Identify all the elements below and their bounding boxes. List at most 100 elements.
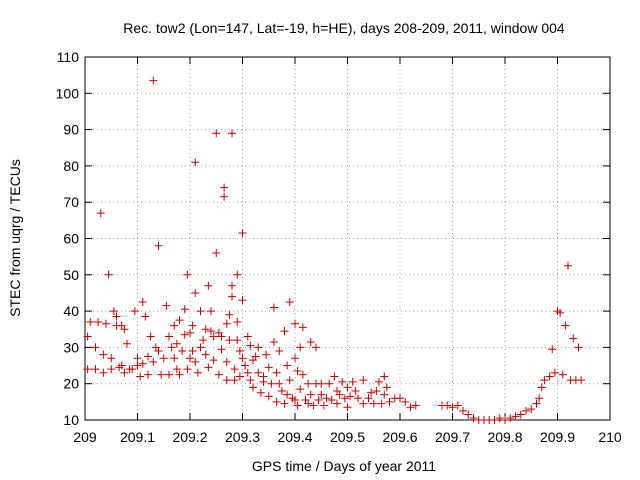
data-point bbox=[222, 357, 231, 366]
data-point bbox=[233, 270, 242, 279]
data-point bbox=[251, 352, 260, 361]
data-point bbox=[367, 388, 376, 397]
data-point bbox=[144, 352, 152, 361]
data-point bbox=[382, 383, 391, 392]
data-point bbox=[136, 372, 145, 381]
data-point bbox=[330, 372, 339, 381]
y-tick-label: 50 bbox=[63, 267, 79, 283]
data-point bbox=[91, 365, 100, 374]
data-point bbox=[235, 372, 244, 381]
data-point bbox=[191, 288, 200, 297]
data-points bbox=[83, 76, 586, 424]
x-axis-label: GPS time / Days of year 2011 bbox=[252, 458, 436, 474]
data-point bbox=[264, 392, 273, 401]
y-axis-label: STEC from uqrg / TECUs bbox=[7, 159, 23, 317]
data-point bbox=[154, 347, 163, 356]
data-point bbox=[230, 365, 239, 374]
y-tick-label: 100 bbox=[56, 85, 80, 101]
data-point bbox=[133, 354, 142, 363]
data-point bbox=[532, 399, 541, 408]
data-point bbox=[180, 330, 189, 339]
data-point bbox=[348, 377, 357, 386]
data-point bbox=[172, 365, 181, 374]
x-tick-label: 209.3 bbox=[225, 429, 260, 445]
data-point bbox=[351, 386, 360, 395]
data-point bbox=[246, 341, 255, 350]
data-point bbox=[312, 343, 320, 352]
x-tick-label: 209.8 bbox=[487, 429, 522, 445]
data-point bbox=[209, 356, 218, 365]
data-point bbox=[327, 396, 336, 405]
data-point bbox=[228, 129, 236, 138]
y-tick-label: 40 bbox=[63, 303, 79, 319]
data-point bbox=[254, 343, 263, 352]
data-point bbox=[120, 368, 129, 377]
data-point bbox=[199, 336, 208, 345]
data-point bbox=[175, 316, 184, 325]
data-point bbox=[167, 343, 176, 352]
data-point bbox=[183, 270, 192, 279]
data-point bbox=[259, 377, 268, 386]
data-point bbox=[201, 350, 210, 359]
data-point bbox=[550, 368, 559, 377]
data-point bbox=[359, 376, 368, 385]
y-tick-label: 10 bbox=[63, 412, 79, 428]
x-tick-label: 209.6 bbox=[382, 429, 417, 445]
data-point bbox=[238, 229, 247, 238]
data-point bbox=[186, 354, 194, 363]
y-tick-label: 80 bbox=[63, 158, 79, 174]
data-point bbox=[146, 332, 155, 341]
data-point bbox=[527, 405, 536, 414]
data-point bbox=[238, 296, 247, 305]
y-tick-label: 30 bbox=[63, 339, 79, 355]
x-tick-label: 209.4 bbox=[277, 429, 312, 445]
data-point bbox=[91, 343, 100, 352]
data-point bbox=[209, 332, 218, 341]
data-point bbox=[220, 192, 229, 201]
grid-lines bbox=[85, 57, 610, 420]
x-tick-label: 209.1 bbox=[120, 429, 155, 445]
data-point bbox=[196, 343, 205, 352]
data-point bbox=[175, 370, 184, 379]
data-point bbox=[280, 327, 289, 336]
data-point bbox=[343, 383, 352, 392]
data-point bbox=[291, 354, 299, 363]
data-point bbox=[535, 394, 544, 403]
data-point bbox=[154, 241, 163, 250]
data-point bbox=[170, 321, 179, 330]
data-point bbox=[99, 350, 108, 359]
data-point bbox=[162, 301, 171, 310]
data-point bbox=[569, 334, 578, 343]
data-point bbox=[396, 394, 404, 403]
data-point bbox=[564, 261, 572, 270]
data-point bbox=[270, 337, 278, 346]
data-point bbox=[249, 383, 257, 392]
data-point bbox=[319, 401, 328, 410]
data-point bbox=[165, 332, 173, 341]
x-tick-label: 210 bbox=[598, 429, 622, 445]
data-point bbox=[212, 249, 221, 258]
data-point bbox=[464, 410, 473, 419]
data-point bbox=[459, 406, 467, 415]
data-point bbox=[214, 370, 223, 379]
data-point bbox=[144, 370, 152, 379]
data-point bbox=[377, 399, 386, 408]
data-point bbox=[306, 337, 315, 346]
data-point bbox=[228, 281, 236, 290]
data-point bbox=[548, 345, 557, 354]
data-point bbox=[338, 377, 347, 386]
data-point bbox=[401, 397, 410, 406]
data-point bbox=[254, 368, 263, 377]
data-point bbox=[280, 399, 289, 408]
data-point bbox=[222, 319, 231, 328]
data-point bbox=[107, 354, 116, 363]
data-point bbox=[275, 347, 284, 356]
data-point bbox=[561, 321, 570, 330]
data-point bbox=[335, 390, 344, 399]
y-tick-label: 90 bbox=[63, 122, 79, 138]
data-point bbox=[183, 365, 192, 374]
data-point bbox=[256, 388, 265, 397]
data-point bbox=[178, 347, 187, 356]
data-point bbox=[340, 394, 349, 403]
